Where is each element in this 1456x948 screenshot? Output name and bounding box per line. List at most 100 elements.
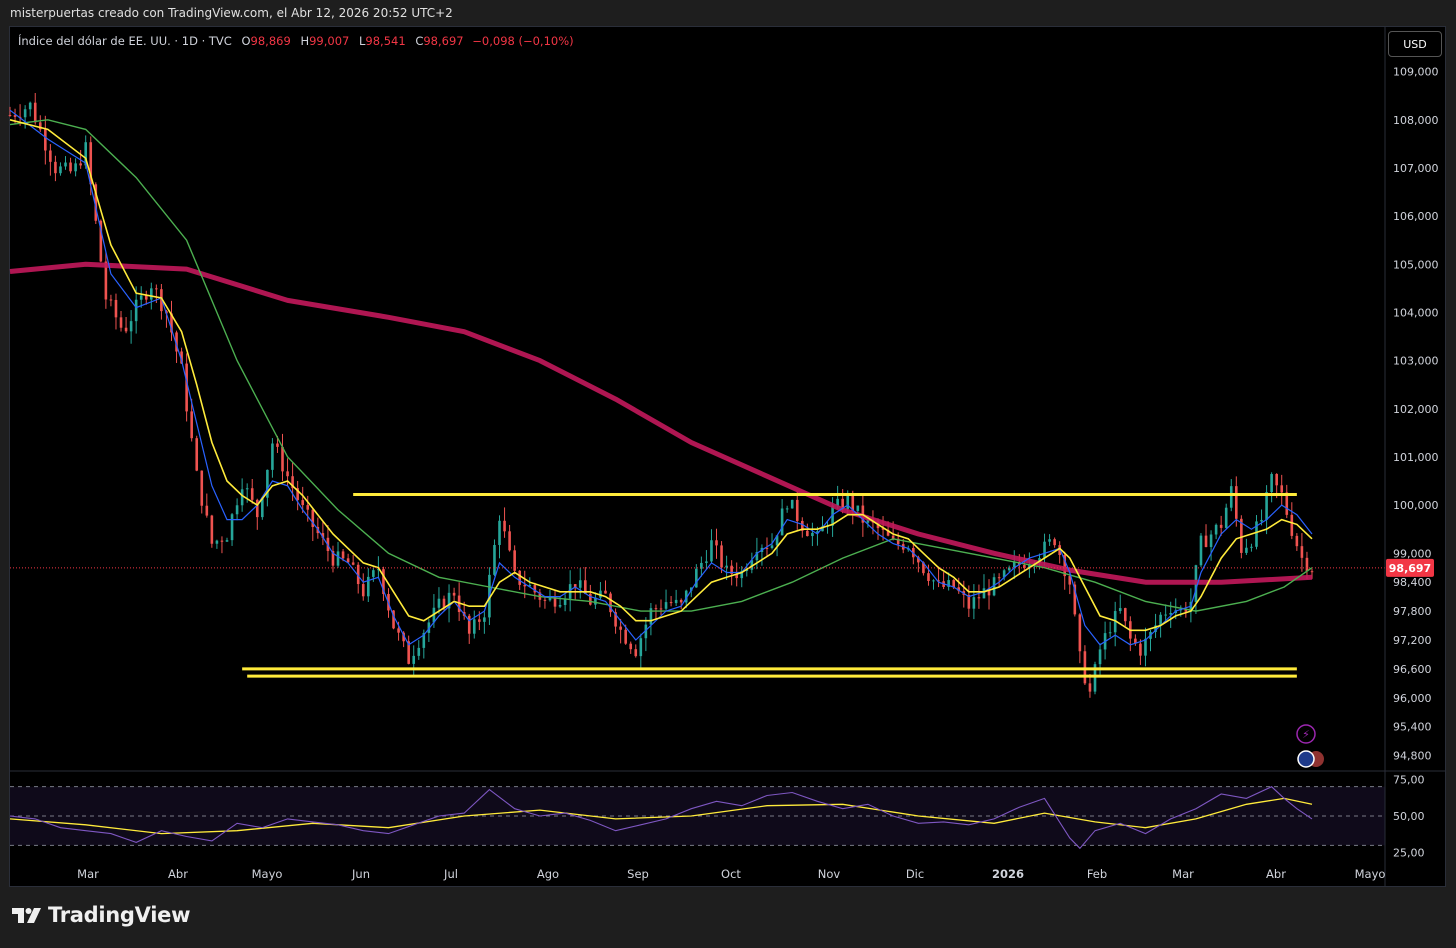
candle-body <box>301 500 304 506</box>
candle-body <box>594 597 597 605</box>
candle-body <box>1305 557 1309 572</box>
price-tick-label: 96,000 <box>1393 692 1432 705</box>
candle-body <box>553 597 557 607</box>
candle-body <box>1068 576 1072 585</box>
candle-body <box>1250 546 1253 548</box>
legend-symbol: Índice del dólar de EE. UU. · 1D · TVC <box>18 34 232 48</box>
candle-body <box>1093 664 1097 692</box>
candle-body <box>1012 561 1016 568</box>
price-tick-label: 97,800 <box>1393 605 1432 618</box>
candle-body <box>79 163 82 166</box>
rsi-tick-label: 75,00 <box>1393 773 1425 786</box>
candle-body <box>1053 539 1056 546</box>
candle-body <box>972 597 976 609</box>
indicator-lines-layer <box>9 109 1313 646</box>
candle-body <box>1144 638 1147 656</box>
candle-body <box>286 471 289 477</box>
candle-body <box>750 560 754 570</box>
price-tick-label: 102,000 <box>1393 403 1439 416</box>
candle-body <box>392 610 395 629</box>
candle-body <box>740 571 744 579</box>
time-tick-label: Abr <box>168 867 188 881</box>
candle-body <box>1164 614 1167 616</box>
rsi-line <box>9 786 1313 850</box>
us-flag-icon[interactable] <box>1297 750 1315 768</box>
price-tick-label: 100,000 <box>1393 499 1439 512</box>
candle-body <box>1204 535 1208 547</box>
candle-body <box>235 505 239 515</box>
candle-body <box>407 641 410 664</box>
candle-body <box>785 508 789 510</box>
candle-body <box>351 562 355 565</box>
alert-bolt-icon[interactable] <box>1296 724 1316 744</box>
candle-body <box>982 588 986 599</box>
candle-body <box>649 608 653 625</box>
price-tick-label: 109,000 <box>1393 66 1439 79</box>
candle-body <box>144 295 148 300</box>
candle-body <box>1154 625 1157 632</box>
candle-body <box>13 115 17 117</box>
candle-body <box>765 547 769 549</box>
price-tick-label: 95,400 <box>1393 721 1432 734</box>
candle-body <box>225 540 229 542</box>
candle-body <box>377 569 380 571</box>
candle-body <box>185 363 188 412</box>
time-tick-label: Oct <box>721 867 741 881</box>
candle-body <box>1255 521 1258 547</box>
ma-green-line <box>9 119 1313 612</box>
candle-body <box>1159 614 1162 626</box>
candle-body <box>170 313 173 333</box>
candle-body <box>573 584 577 588</box>
ema-yellow-line <box>9 119 1313 632</box>
candle-body <box>261 497 264 518</box>
candle-body <box>816 531 819 533</box>
candle-body <box>104 261 108 300</box>
price-tick-label: 103,000 <box>1393 355 1439 368</box>
candle-body <box>1007 567 1011 571</box>
time-tick-label: Feb <box>1087 867 1107 881</box>
candle-body <box>129 321 133 332</box>
legend-close: 98,697 <box>423 34 464 48</box>
candle-body <box>937 580 940 582</box>
candle-body <box>472 619 476 634</box>
legend-high: 99,007 <box>309 34 350 48</box>
candle-body <box>1023 564 1026 569</box>
legend-close-label: C <box>415 34 424 48</box>
candle-body <box>1240 518 1243 553</box>
candle-body <box>821 526 824 532</box>
candle-body <box>1048 539 1051 542</box>
candle-body <box>1058 545 1061 555</box>
price-tick-label: 101,000 <box>1393 451 1439 464</box>
candle-body <box>770 545 774 549</box>
candle-body <box>190 411 193 439</box>
tradingview-logo[interactable]: TradingView <box>12 903 190 927</box>
time-tick-label: Ago <box>537 867 559 881</box>
candle-body <box>195 438 199 471</box>
tradingview-logo-text: TradingView <box>48 903 191 927</box>
candle-body <box>1134 638 1137 644</box>
candle-body <box>528 585 532 587</box>
candle-body <box>346 558 350 563</box>
candle-body <box>932 580 935 582</box>
candle-body <box>412 655 416 664</box>
price-tick-label: 107,000 <box>1393 162 1439 175</box>
candle-body <box>59 166 62 174</box>
candle-body <box>1209 534 1213 547</box>
candle-body <box>397 628 400 633</box>
time-tick-label: Sep <box>627 867 649 881</box>
candle-body <box>134 299 138 322</box>
currency-button[interactable]: USD <box>1388 31 1442 57</box>
candle-body <box>175 332 178 352</box>
ma-blue-line <box>9 109 1313 646</box>
candle-body <box>987 588 991 596</box>
candle-body <box>584 580 587 594</box>
candle-body <box>1073 584 1077 615</box>
candle-body <box>806 530 809 537</box>
candle-body <box>745 569 749 572</box>
candle-body <box>952 580 955 588</box>
candle-body <box>775 535 779 546</box>
candle-body <box>498 520 501 545</box>
candle-body <box>119 317 123 328</box>
candle-body <box>684 590 688 603</box>
